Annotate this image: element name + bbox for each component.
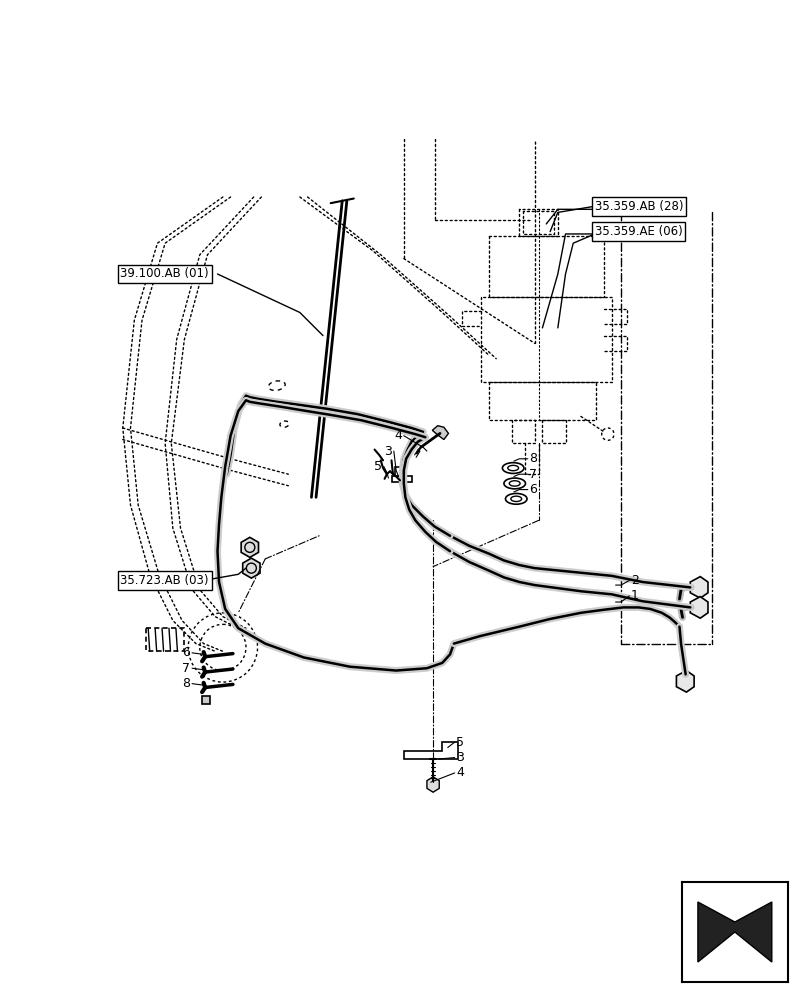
Polygon shape [241, 537, 258, 557]
Text: 1: 1 [630, 589, 638, 602]
Text: 3: 3 [456, 751, 464, 764]
Text: 7: 7 [529, 468, 537, 481]
Bar [146, 628, 184, 651]
Text: 7: 7 [182, 662, 190, 675]
Text: 35.723.AB (03): 35.723.AB (03) [120, 574, 208, 587]
Text: 5: 5 [456, 736, 464, 749]
Polygon shape [403, 742, 457, 759]
Text: 35.359.AB (28): 35.359.AB (28) [594, 200, 682, 213]
Bar [202, 696, 209, 704]
Text: 35.359.AE (06): 35.359.AE (06) [594, 225, 682, 238]
Polygon shape [676, 671, 693, 692]
Text: 4: 4 [456, 766, 464, 779]
Text: 2: 2 [630, 574, 638, 587]
Polygon shape [427, 777, 439, 792]
Polygon shape [242, 558, 260, 578]
Bar [392, 476, 411, 482]
Text: 4: 4 [394, 429, 401, 442]
Text: 39.100.AB (01): 39.100.AB (01) [120, 267, 209, 280]
Polygon shape [689, 577, 707, 598]
Text: 6: 6 [529, 483, 537, 496]
Text: 3: 3 [384, 445, 392, 458]
Text: 6: 6 [182, 646, 190, 659]
Text: 5: 5 [374, 460, 382, 473]
Text: 8: 8 [182, 677, 190, 690]
Polygon shape [431, 426, 448, 440]
Polygon shape [697, 902, 771, 962]
Text: 8: 8 [529, 452, 537, 465]
Polygon shape [689, 597, 707, 618]
Bar [394, 466, 401, 476]
